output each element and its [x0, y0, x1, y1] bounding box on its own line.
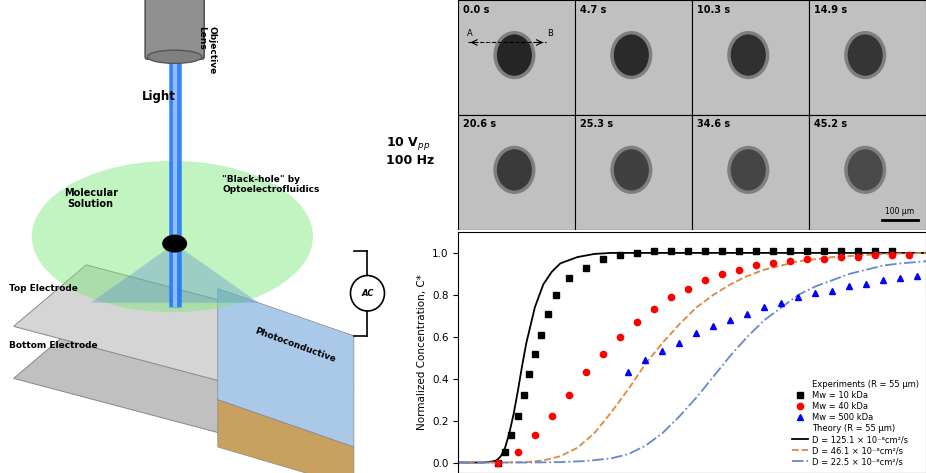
Text: Light: Light: [142, 90, 176, 103]
Polygon shape: [218, 400, 354, 473]
Text: 100 μm: 100 μm: [885, 207, 914, 216]
Text: "Black-hole" by
Optoelectrofluidics: "Black-hole" by Optoelectrofluidics: [222, 175, 319, 194]
Text: B: B: [547, 29, 553, 38]
Polygon shape: [218, 289, 354, 447]
Bar: [809, 0, 926, 115]
Text: 34.6 s: 34.6 s: [697, 119, 730, 130]
Polygon shape: [14, 265, 354, 397]
Ellipse shape: [497, 149, 532, 191]
Ellipse shape: [847, 35, 882, 76]
Bar: [575, 115, 692, 229]
Text: Photoconductive: Photoconductive: [253, 326, 337, 364]
Text: 0.0 s: 0.0 s: [463, 5, 489, 15]
Bar: [458, 0, 575, 115]
Ellipse shape: [731, 35, 766, 76]
Polygon shape: [14, 317, 354, 449]
Text: 45.2 s: 45.2 s: [814, 119, 847, 130]
Ellipse shape: [727, 31, 770, 79]
Text: A: A: [467, 29, 472, 38]
Ellipse shape: [731, 149, 766, 191]
Text: 20.6 s: 20.6 s: [463, 119, 496, 130]
Bar: [458, 115, 575, 229]
Ellipse shape: [494, 146, 535, 194]
Text: 10 V$_{pp}$
100 Hz: 10 V$_{pp}$ 100 Hz: [385, 135, 434, 167]
FancyBboxPatch shape: [145, 0, 204, 59]
Ellipse shape: [31, 161, 313, 312]
Bar: [692, 115, 809, 229]
Y-axis label: Normalized Concentration, C*: Normalized Concentration, C*: [417, 274, 427, 430]
Ellipse shape: [497, 35, 532, 76]
Ellipse shape: [610, 146, 653, 194]
Text: Molecular
Solution: Molecular Solution: [64, 188, 118, 210]
Ellipse shape: [727, 146, 770, 194]
Text: Objective
Lens: Objective Lens: [196, 26, 216, 74]
Ellipse shape: [845, 31, 886, 79]
Ellipse shape: [847, 149, 882, 191]
Bar: [809, 115, 926, 229]
Polygon shape: [91, 244, 258, 303]
Bar: [692, 0, 809, 115]
Text: Top Electrode: Top Electrode: [9, 284, 78, 293]
Ellipse shape: [162, 235, 187, 253]
Legend: Experiments (R = 55 μm), Mw = 10 kDa, Mw = 40 kDa, Mw = 500 kDa, Theory (R = 55 : Experiments (R = 55 μm), Mw = 10 kDa, Mw…: [789, 377, 922, 469]
Bar: [575, 0, 692, 115]
Ellipse shape: [610, 31, 653, 79]
Ellipse shape: [494, 31, 535, 79]
Ellipse shape: [614, 35, 649, 76]
Ellipse shape: [147, 50, 202, 63]
Ellipse shape: [845, 146, 886, 194]
Text: 14.9 s: 14.9 s: [814, 5, 847, 15]
Ellipse shape: [614, 149, 649, 191]
Text: 4.7 s: 4.7 s: [580, 5, 607, 15]
Text: 10.3 s: 10.3 s: [697, 5, 730, 15]
Text: Bottom Electrode: Bottom Electrode: [9, 341, 98, 350]
Text: AC: AC: [361, 289, 374, 298]
Text: 25.3 s: 25.3 s: [580, 119, 613, 130]
Ellipse shape: [350, 276, 384, 311]
